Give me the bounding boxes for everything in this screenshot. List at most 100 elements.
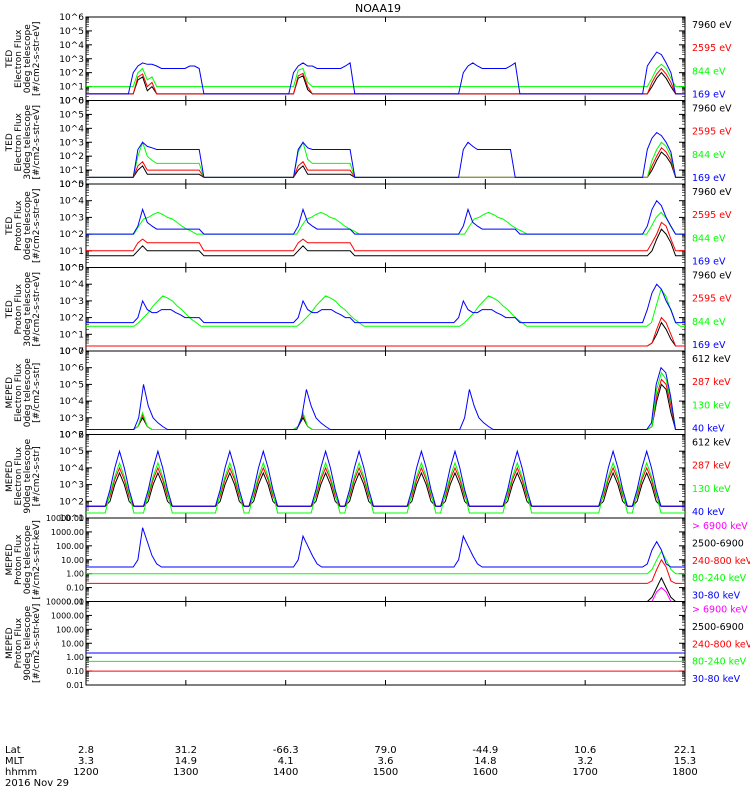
legend-label: 80-240 keV	[692, 573, 747, 584]
hhmm-row-label: hhmm	[5, 767, 37, 778]
y-tick-label: 10^0	[59, 180, 84, 190]
y-tick-label: 10^1	[59, 330, 84, 340]
series-line-red	[86, 221, 685, 252]
y-axis-label: MEPED	[5, 627, 15, 659]
x-tick-label-lat: 22.1	[674, 745, 696, 756]
x-tick-label-mlt: 3.3	[78, 756, 94, 767]
panel-frame	[85, 601, 686, 686]
y-axis-label: [#/cm2-s-str-keV]	[32, 604, 42, 683]
x-tick-label-mlt: 14.9	[175, 756, 197, 767]
x-tick-label-hhmm: 1600	[473, 767, 498, 778]
y-axis-label: [#/cm2-s-str-eV]	[32, 21, 42, 96]
series-line-green	[86, 63, 685, 88]
panel-frame	[85, 434, 686, 519]
y-axis-label: 30deg telescope	[23, 104, 33, 179]
y-tick-label: 10000.00	[46, 598, 84, 607]
legend-label: 287 keV	[692, 377, 731, 388]
y-tick-label: 10^3	[59, 55, 84, 65]
y-axis-label: TED	[5, 50, 15, 69]
y-tick-label: 0.10	[66, 584, 84, 593]
legend-label: 844 eV	[692, 66, 726, 77]
y-tick-label: 10^4	[59, 397, 84, 407]
y-axis-label: 90deg telescope	[23, 438, 33, 513]
x-tick-label-lat: 2.8	[78, 745, 94, 756]
y-tick-label: 10^4	[59, 464, 84, 474]
panel-frame	[85, 100, 686, 185]
x-tick-label-hhmm: 1800	[672, 767, 697, 778]
y-axis-label: MEPED	[5, 544, 15, 576]
y-axis-label: [#/cm2-s-str-eV]	[32, 272, 42, 347]
legend-label: 7960 eV	[692, 20, 732, 31]
y-axis-label: [#/cm2-s-str]	[32, 446, 42, 506]
panel-3: 10^0 10^1 10^2 10^3 10^4 10^5 TED Proton Flux 0d…	[5, 180, 732, 274]
legend-label: 30-80 keV	[692, 591, 741, 602]
panel-1: 10^0 10^1 10^2 10^3 10^4 10^5 10^6 TED Electron …	[5, 13, 732, 107]
panel-5: 10^2 10^3 10^4 10^5 10^6 10^7 MEPED Electron Fl…	[5, 347, 731, 441]
x-tick-label-lat: 10.6	[574, 745, 596, 756]
y-tick-label: 10^4	[59, 197, 84, 207]
y-tick-label: 10^1	[59, 166, 84, 176]
y-tick-label: 10^2	[59, 230, 84, 240]
y-axis-label: Proton Flux	[14, 617, 24, 668]
y-tick-label: 10^2	[59, 314, 84, 324]
y-tick-label: 10^1	[59, 83, 84, 93]
x-tick-label-mlt: 4.1	[278, 756, 294, 767]
mlt-row-label: MLT	[5, 756, 25, 767]
legend-label: > 6900 keV	[692, 605, 748, 616]
y-tick-label: 10^1	[59, 247, 84, 257]
legend-label: 169 eV	[692, 257, 726, 268]
series-line-blue	[86, 449, 685, 507]
y-tick-label: 100.00	[56, 542, 84, 551]
x-tick-label-hhmm: 1200	[73, 767, 98, 778]
legend-label: 169 eV	[692, 340, 726, 351]
legend-label: 287 keV	[692, 461, 731, 472]
y-tick-label: 10000.00	[46, 514, 84, 523]
y-axis-label: Electron Flux	[14, 29, 24, 88]
series-line-black	[86, 471, 685, 507]
y-tick-label: 0.01	[66, 681, 84, 690]
series-line-blue	[86, 283, 685, 324]
x-tick-label-mlt: 14.8	[474, 756, 496, 767]
panel-frame	[85, 350, 686, 435]
legend-label: 2595 eV	[692, 294, 732, 305]
series-line-red	[86, 466, 685, 507]
y-axis-label: Electron Flux	[14, 446, 24, 505]
y-tick-label: 1000.00	[51, 611, 84, 620]
legend-label: 2595 eV	[692, 210, 732, 221]
date-label: 2016 Nov 29	[5, 778, 69, 789]
y-axis-label: Proton Flux	[14, 534, 24, 585]
legend-label: 40 keV	[692, 424, 725, 435]
legend-label: 844 eV	[692, 150, 726, 161]
legend-label: 240-800 keV	[692, 639, 750, 650]
y-axis-label: 0deg telescope	[23, 24, 33, 94]
panel-frame	[85, 183, 686, 268]
y-tick-label: 1000.00	[51, 528, 84, 537]
legend-label: 844 eV	[692, 233, 726, 244]
y-axis-label: 0deg telescope	[23, 191, 33, 261]
legend-label: 80-240 keV	[692, 657, 747, 668]
series-line-red	[86, 316, 685, 347]
legend-label: 40 keV	[692, 507, 725, 518]
y-tick-label: 10^5	[59, 110, 84, 120]
panel-4: 10^0 10^1 10^2 10^3 10^4 10^5 TED Proton Flux 30…	[5, 264, 732, 358]
series-line-green	[86, 140, 685, 178]
series-line-green	[86, 550, 685, 575]
y-tick-label: 10^2	[59, 69, 84, 79]
y-tick-label: 10^6	[59, 97, 84, 107]
x-tick-label-mlt: 3.2	[577, 756, 593, 767]
y-tick-label: 10^6	[59, 13, 84, 23]
panel-8: 0.01 0.10 1.00 10.00 100.00 1000.00 10000.00 ME…	[5, 598, 750, 691]
series-line-blue	[86, 51, 685, 95]
x-tick-label-hhmm: 1300	[173, 767, 198, 778]
legend-label: 169 eV	[692, 173, 726, 184]
x-tick-label-hhmm: 1400	[273, 767, 298, 778]
legend-label: 130 keV	[692, 484, 731, 495]
y-tick-label: 10^3	[59, 481, 84, 491]
legend-label: 2595 eV	[692, 127, 732, 138]
series-line-blue	[86, 131, 685, 178]
y-axis-label: MEPED	[5, 377, 15, 409]
y-tick-label: 10^0	[59, 264, 84, 274]
series-line-red	[86, 378, 685, 430]
y-axis-label: 0deg telescope	[23, 525, 33, 595]
